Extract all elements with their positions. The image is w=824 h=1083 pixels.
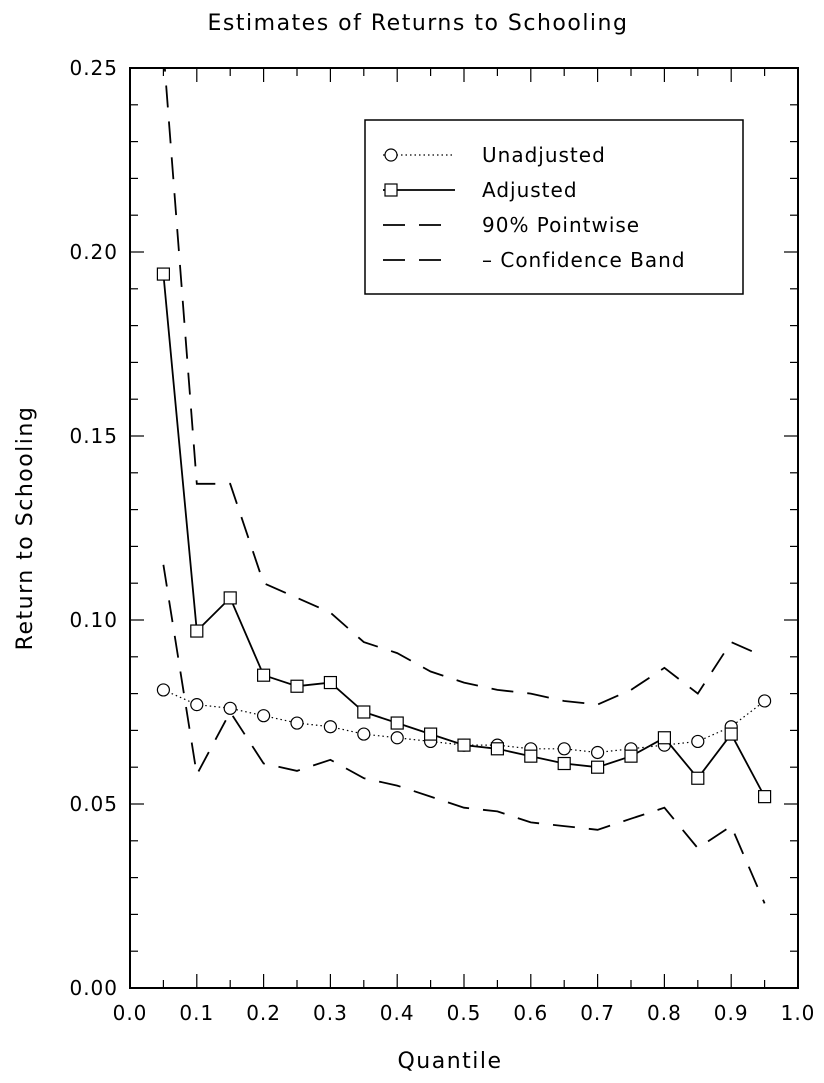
- legend-label-unadjusted: Unadjusted: [482, 143, 606, 167]
- unadjusted-point: [156, 683, 170, 697]
- legend-adjusted-marker: [384, 183, 398, 197]
- y-tick-label: 0.00: [69, 976, 118, 1000]
- adjusted-point: [724, 727, 738, 741]
- x-tick-label: 0.6: [513, 1001, 548, 1025]
- legend-label-adjusted: Adjusted: [482, 178, 578, 202]
- x-tick-label: 0.8: [647, 1001, 682, 1025]
- adjusted-point: [390, 716, 404, 730]
- x-axis-label: Quantile: [397, 1049, 502, 1074]
- legend-label-band-1: 90% Pointwise: [482, 213, 640, 237]
- y-axis-label: Return to Schooling: [13, 406, 38, 651]
- adjusted-point: [357, 705, 371, 719]
- x-tick-label: 0.7: [580, 1001, 615, 1025]
- unadjusted-point: [190, 698, 204, 712]
- adjusted-point: [290, 679, 304, 693]
- y-tick-label: 0.05: [69, 792, 118, 816]
- adjusted-point: [691, 771, 705, 785]
- adjusted-point: [624, 749, 638, 763]
- unadjusted-point: [590, 745, 605, 760]
- unadjusted-point: [223, 701, 237, 715]
- y-tick-label: 0.25: [69, 56, 118, 80]
- unadjusted-point: [323, 720, 337, 734]
- unadjusted-point: [691, 734, 705, 749]
- x-tick-label: 0.5: [447, 1001, 482, 1025]
- adjusted-point: [257, 668, 271, 682]
- axis-ticks: [129, 67, 799, 989]
- adjusted-point: [156, 267, 170, 281]
- series-line-2: [163, 68, 765, 706]
- x-tick-label: 0.9: [714, 1001, 749, 1025]
- legend: Unadjusted Adjusted 90% Pointwise – Conf…: [364, 119, 744, 295]
- series-layer: [156, 68, 772, 904]
- adjusted-point: [424, 727, 438, 741]
- adjusted-point: [557, 756, 571, 771]
- axis-tick-labels: 0.0 0.1 0.2 0.3 0.4 0.5 0.6 0.7 0.8 0.9 1.0 0.00 0.0…: [69, 56, 816, 1025]
- x-tick-label: 0.3: [313, 1001, 348, 1025]
- x-tick-label: 0.1: [179, 1001, 214, 1025]
- chart-title: Estimates of Returns to Schooling: [208, 11, 629, 36]
- adjusted-point: [223, 591, 237, 605]
- adjusted-point: [590, 760, 605, 774]
- x-tick-label: 0.4: [380, 1001, 415, 1025]
- adjusted-point: [657, 731, 672, 745]
- adjusted-point: [323, 675, 337, 690]
- adjusted-point: [524, 749, 538, 763]
- y-tick-label: 0.10: [69, 608, 118, 632]
- unadjusted-point: [390, 731, 404, 745]
- unadjusted-point: [290, 716, 304, 730]
- unadjusted-point: [557, 742, 571, 756]
- x-tick-label: 0.0: [113, 1001, 148, 1025]
- x-tick-label: 1.0: [781, 1001, 816, 1025]
- adjusted-point: [190, 624, 204, 638]
- unadjusted-point: [357, 727, 371, 741]
- legend-unadjusted-marker: [384, 148, 398, 162]
- legend-label-band-2: – Confidence Band: [482, 248, 686, 272]
- series-line-1: [162, 274, 766, 798]
- legend-box: [364, 119, 744, 295]
- series-line-3: [162, 564, 766, 904]
- adjusted-point: [457, 738, 471, 752]
- adjusted-point: [490, 742, 504, 756]
- x-tick-label: 0.2: [246, 1001, 281, 1025]
- y-tick-label: 0.20: [69, 240, 118, 264]
- unadjusted-point: [757, 694, 772, 708]
- y-tick-label: 0.15: [69, 424, 118, 448]
- unadjusted-point: [257, 709, 271, 723]
- adjusted-point: [757, 790, 772, 804]
